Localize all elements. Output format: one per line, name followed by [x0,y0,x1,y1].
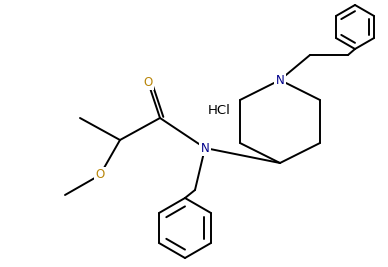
Text: O: O [95,168,105,182]
Text: N: N [201,142,210,155]
Text: N: N [275,73,284,87]
Text: HCl: HCl [208,104,230,117]
Text: O: O [144,76,152,88]
